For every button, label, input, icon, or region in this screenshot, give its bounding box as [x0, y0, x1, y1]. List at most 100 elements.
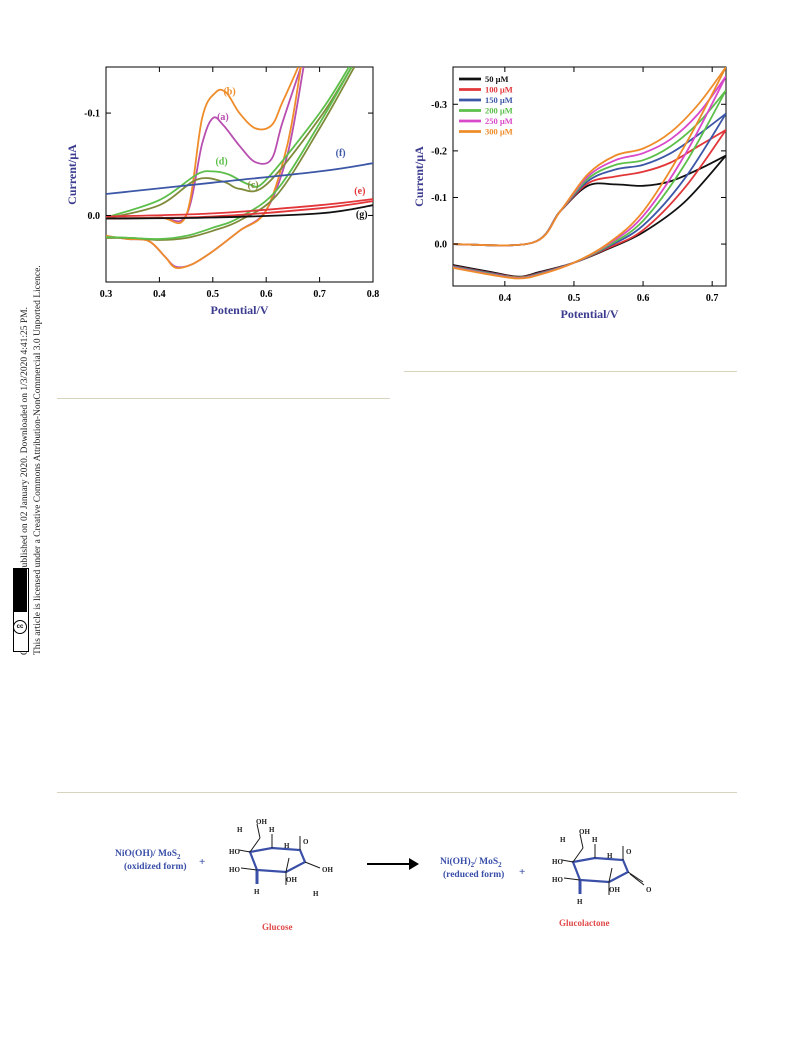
y-tick-label: -0.1: [431, 193, 447, 204]
x-tick-label: 0.5: [568, 293, 581, 304]
oxidized-form-label: NiO(OH)/ MoS2: [115, 848, 181, 861]
reduced-form-sub: (reduced form): [443, 869, 504, 880]
x-axis-label: Potential/V: [561, 307, 619, 321]
plot-area-frame: [105, 66, 374, 283]
atom-label: H: [237, 826, 243, 834]
atom-label: H: [577, 898, 583, 906]
glucose-structure: [238, 823, 321, 885]
glucose-bond: [285, 857, 290, 873]
cv-chart-left: 0.3 0.4 0.5 0.6 0.7 0.8 -0.1 0.0 (a) (b) (c) (d) (e…: [65, 66, 380, 317]
glucose-bond: [304, 861, 321, 869]
atom-label: H: [607, 852, 613, 860]
x-tick-label: 0.7: [313, 289, 326, 300]
series-label: (d): [215, 156, 227, 167]
x-tick-label: 0.8: [367, 289, 380, 300]
reaction-scheme: NiO(OH)/ MoS2 (oxidized form) + Ni(OH)2/…: [115, 818, 652, 932]
atom-label: H: [560, 836, 566, 844]
divider-left: [57, 398, 390, 399]
series-line-4: [106, 67, 350, 219]
plus-sign-left: +: [199, 856, 205, 868]
cc-license-badge[interactable]: BY-NC cc: [8, 568, 34, 652]
y-tick-label: -0.2: [431, 146, 447, 157]
atom-label: HO: [552, 858, 563, 866]
reaction-arrow: [367, 858, 419, 870]
x-tick-label: 0.4: [499, 293, 512, 304]
legend-entry: 200 µM: [485, 106, 513, 116]
divider-full: [57, 792, 737, 793]
license-notice[interactable]: This article is licensed under a Creativ…: [33, 265, 43, 655]
series-line-6: [453, 67, 726, 247]
legend-entry: 250 µM: [485, 116, 513, 126]
glucose-label: Glucose: [262, 922, 293, 932]
atom-label: O: [646, 886, 652, 894]
x-tick-label: 0.4: [153, 289, 166, 300]
x-tick-label: 0.3: [100, 289, 113, 300]
series-line-2: [106, 67, 300, 225]
plus-sign-right: +: [519, 866, 525, 878]
series-line-7: [106, 204, 373, 220]
atom-label: HO: [552, 876, 563, 884]
y-axis-label: Current/µA: [412, 146, 426, 207]
series-label: (e): [354, 186, 365, 197]
lactone-bond: [579, 833, 584, 849]
series-line-3: [453, 113, 726, 279]
glucose-bond: [238, 849, 251, 853]
glucose-atoms: H OH HO H H O HO H OH OH H: [229, 818, 333, 898]
glucolactone-structure: [561, 833, 645, 895]
badge-dark-panel: [13, 568, 27, 612]
series-line-3: [106, 67, 353, 220]
x-tick-label: 0.6: [637, 293, 650, 304]
y-axis-label: Current/µA: [65, 144, 79, 205]
atom-label: H: [592, 836, 598, 844]
atom-label: H: [313, 890, 319, 898]
atom-label: O: [303, 838, 309, 846]
glucose-bond: [240, 867, 258, 871]
series-label: (g): [356, 210, 368, 221]
arrow-head: [409, 858, 419, 870]
x-tick-label: 0.5: [207, 289, 220, 300]
series-label: (c): [248, 180, 259, 191]
legend-entry: 100 µM: [485, 85, 513, 95]
atom-label: OH: [579, 828, 590, 836]
lactone-bond: [608, 867, 613, 883]
series-line-6: [453, 67, 726, 280]
glucose-bond: [256, 823, 261, 839]
lactone-bond: [629, 873, 645, 886]
x-axis-label: Potential/V: [211, 303, 269, 317]
series-line-4: [106, 67, 353, 240]
glucose-bond: [249, 837, 261, 853]
glucolactone-label: Glucolactone: [559, 918, 610, 928]
atom-label: OH: [256, 818, 267, 826]
legend-entry: 300 µM: [485, 127, 513, 137]
cc-icon: cc: [13, 620, 27, 634]
glucose-ring: [248, 846, 307, 874]
series-line-5: [106, 198, 373, 218]
y-tick-label: -0.1: [84, 109, 100, 120]
series-line-1: [106, 67, 302, 223]
atom-label: OH: [609, 886, 620, 894]
y-tick-label: 0.0: [435, 240, 448, 251]
y-tick-label: 0.0: [88, 211, 101, 222]
plot-area-frame: [452, 66, 727, 287]
reduced-form-label: Ni(OH)2/ MoS2: [440, 856, 502, 869]
lactone-atoms: H OH HO H H O HO H OH O: [552, 828, 652, 906]
lactone-ring: [571, 856, 630, 884]
atom-label: HO: [229, 866, 240, 874]
atom-label: OH: [286, 876, 297, 884]
atom-label: H: [269, 826, 275, 834]
atom-label: O: [626, 848, 632, 856]
atom-label: H: [254, 888, 260, 896]
x-tick-label: 0.7: [706, 293, 719, 304]
atom-label: H: [284, 842, 290, 850]
series-line-6: [106, 162, 373, 195]
lactone-bond: [563, 877, 581, 881]
lactone-bond: [627, 871, 644, 883]
atom-label: OH: [322, 866, 333, 874]
divider-right: [404, 371, 737, 372]
series-label: (a): [217, 112, 229, 123]
legend-entry: 150 µM: [485, 95, 513, 105]
lactone-bond: [572, 847, 584, 863]
x-tick-label: 0.6: [260, 289, 273, 300]
